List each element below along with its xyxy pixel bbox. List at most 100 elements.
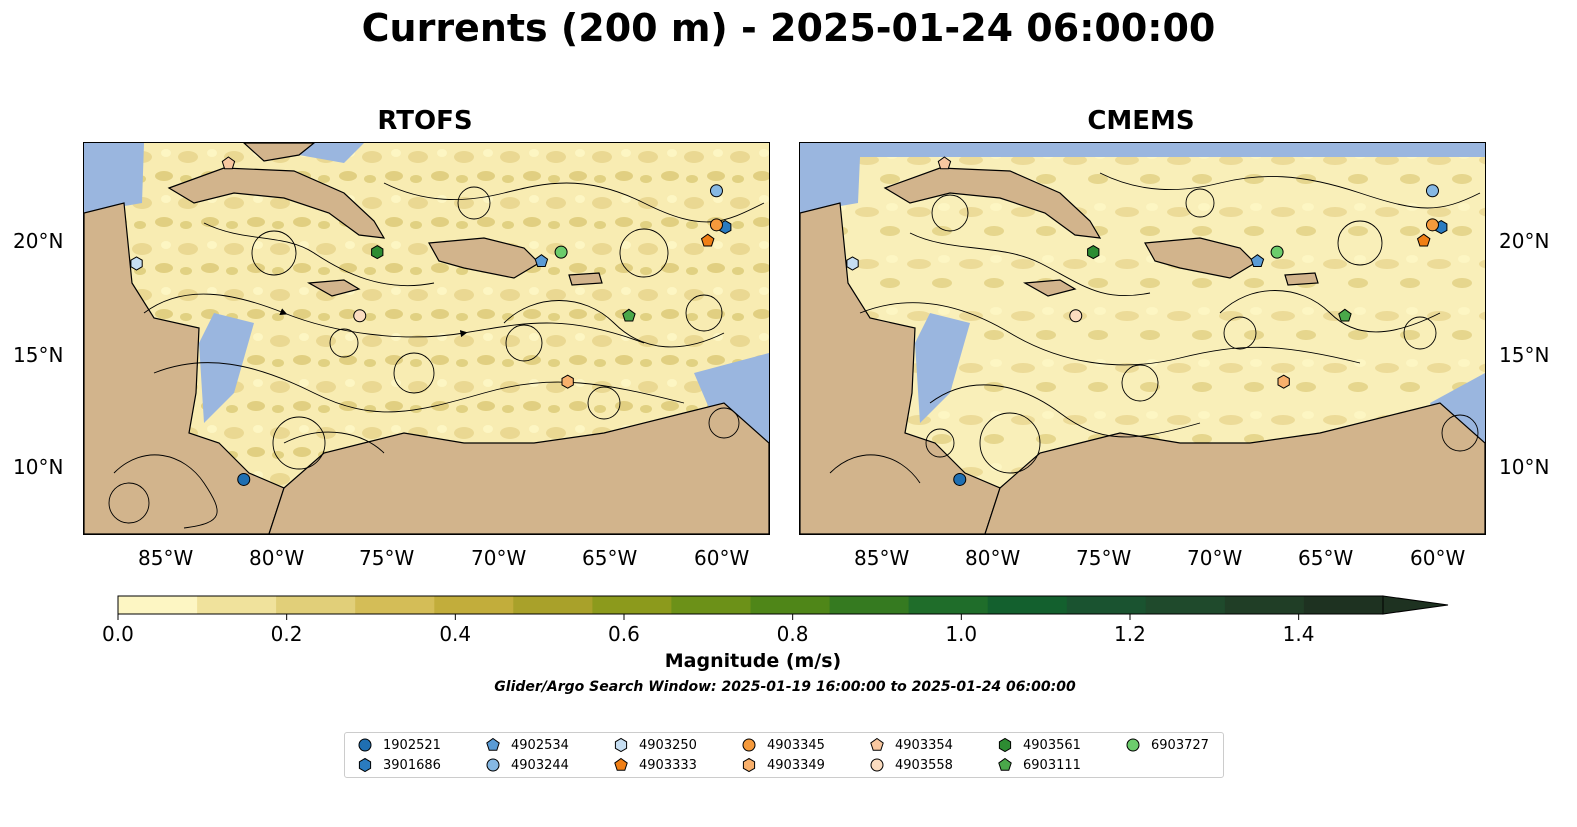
legend-marker-icon: [358, 738, 372, 752]
streamlines: [108, 182, 765, 529]
float-marker-4903250: [130, 256, 143, 271]
land-cuba: [883, 167, 1102, 239]
float-marker-4902534: [534, 254, 549, 267]
float-marker-4903244: [709, 184, 723, 198]
land-puerto-rico: [1284, 272, 1319, 286]
colorbar-segment: [1066, 596, 1147, 614]
colorbar-tick-label: 0.8: [776, 622, 809, 646]
lon-tick-label: 80°W: [965, 546, 1021, 570]
colorbar-segment: [750, 596, 831, 614]
float-marker-4903558: [353, 309, 367, 323]
float-marker-4903558: [1069, 309, 1083, 323]
legend-marker-icon: [358, 757, 372, 773]
land-central-america: [84, 202, 285, 534]
legend-label: 4903349: [767, 757, 825, 773]
land-cuba: [167, 167, 386, 239]
legend-item: 4903558: [869, 756, 953, 774]
colorbar-outline: [117, 595, 1384, 615]
float-marker-4903349: [561, 374, 574, 389]
colorbar-segment: [1303, 596, 1384, 614]
legend-label: 4903250: [639, 737, 697, 753]
legend-item: 4903349: [741, 756, 825, 774]
colorbar-tick-label: 1.2: [1114, 622, 1146, 646]
lon-tick-label: 70°W: [1187, 546, 1243, 570]
legend-marker-icon: [998, 757, 1012, 771]
lon-tick-label: 75°W: [359, 546, 415, 570]
colorbar-segment: [1224, 596, 1305, 614]
colorbar-segment: [434, 596, 514, 614]
float-marker-4903354: [221, 156, 236, 170]
float-marker-1902521: [953, 472, 967, 486]
legend-label: 4903561: [1023, 737, 1081, 753]
colorbar-extend-arrow: [1382, 595, 1449, 615]
legend-item: 3901686: [357, 756, 441, 774]
legend-item: 4903244: [485, 756, 569, 774]
legend-item: 4903561: [997, 736, 1081, 754]
float-markers-cmems: [846, 156, 1448, 486]
sea-region: [199, 313, 254, 423]
colorbar-segment: [197, 596, 277, 614]
lat-tick-label: 15°N: [1499, 343, 1550, 367]
float-marker-6903111: [622, 308, 636, 322]
colorbar-tick-labels: 0.0 0.2 0.4 0.6 0.8 1.0 1.2 1.4: [0, 622, 1577, 646]
sea-region: [84, 143, 144, 213]
legend-marker-icon: [870, 737, 884, 751]
panel-title-cmems: CMEMS: [1087, 106, 1195, 136]
land-hispaniola: [428, 237, 540, 279]
float-marker-4903345: [709, 218, 723, 232]
colorbar-segment: [829, 596, 910, 614]
legend-label: 4903333: [639, 757, 697, 773]
legend-marker-icon: [998, 737, 1012, 753]
lon-tick-label: 65°W: [1298, 546, 1354, 570]
legend-label: 1902521: [383, 737, 441, 753]
float-marker-6903727: [554, 245, 568, 259]
legend-marker-icon: [1126, 738, 1140, 752]
land-central-america: [800, 202, 1001, 534]
colorbar-segment: [513, 596, 593, 614]
float-marker-6903727: [1270, 245, 1284, 259]
legend-item: 4903333: [613, 756, 697, 774]
legend-marker-icon: [486, 758, 500, 772]
lon-tick-label: 85°W: [854, 546, 910, 570]
legend-label: 4903354: [895, 737, 953, 753]
float-marker-1902521: [237, 472, 251, 486]
legend-marker-icon: [614, 737, 628, 753]
colorbar-label: Magnitude (m/s): [664, 650, 842, 672]
colorbar-tick-label: 0.4: [439, 622, 472, 646]
colorbar-tick-label: 1.4: [1282, 622, 1315, 646]
sea-region: [800, 143, 1485, 157]
search-window-caption: Glider/Argo Search Window: 2025-01-19 16…: [494, 679, 1076, 695]
legend-label: 6903727: [1151, 737, 1209, 753]
float-marker-4903333: [700, 233, 715, 247]
colorbar-segment: [355, 596, 435, 614]
colorbar-segment: [276, 596, 356, 614]
float-marker-4903349: [1277, 374, 1290, 389]
legend-label: 3901686: [383, 757, 441, 773]
float-marker-4903561: [1087, 245, 1100, 260]
colorbar-segment: [592, 596, 673, 614]
legend-item: 4902534: [485, 736, 569, 754]
colorbar-segment: [1145, 596, 1226, 614]
lon-tick-label: 80°W: [249, 546, 305, 570]
colorbar-segment: [118, 596, 198, 614]
float-marker-4903244: [1425, 184, 1439, 198]
legend-label: 6903111: [1023, 757, 1081, 773]
legend-item: 6903111: [997, 756, 1081, 774]
colorbar-tick-label: 0.2: [270, 622, 303, 646]
map-panel-rtofs: [83, 142, 770, 535]
float-marker-4903333: [1416, 233, 1431, 247]
streamlines: [829, 172, 1481, 484]
float-legend: 1902521 3901686 4902534 4903244 4903250 49033…: [344, 732, 1224, 778]
float-marker-4903561: [371, 245, 384, 260]
legend-label: 4903345: [767, 737, 825, 753]
float-marker-4903250: [846, 256, 859, 271]
sea-region: [800, 157, 860, 213]
lon-tick-label: 75°W: [1076, 546, 1132, 570]
lon-tick-label: 70°W: [471, 546, 527, 570]
panel-title-rtofs: RTOFS: [377, 106, 473, 136]
sea-region: [915, 313, 970, 423]
land-florida: [243, 143, 315, 162]
lon-tick-label: 65°W: [582, 546, 638, 570]
land-puerto-rico: [568, 272, 603, 286]
float-marker-4903354: [937, 156, 952, 170]
